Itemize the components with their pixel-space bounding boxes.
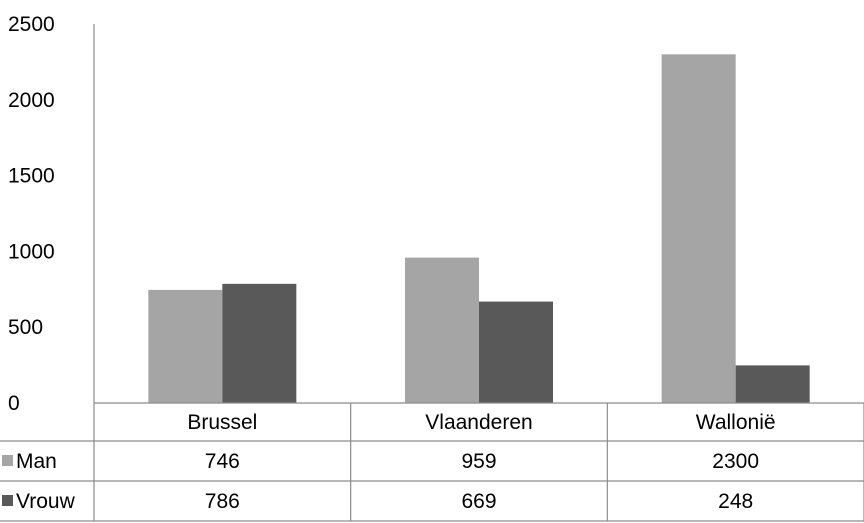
y-tick-label: 1500 — [8, 165, 55, 188]
data-label: 786 — [205, 490, 240, 513]
data-table: Brussel Vlaanderen Wallonië Man 746 959 2300 Vr… — [0, 402, 864, 522]
y-tick-label: 2500 — [8, 13, 55, 36]
category-label: Brussel — [187, 411, 257, 434]
data-label: 959 — [461, 450, 496, 473]
bar-man-1 — [405, 257, 479, 403]
data-label: 669 — [461, 490, 496, 513]
data-label: 2300 — [712, 450, 759, 473]
data-label: 746 — [205, 450, 240, 473]
legend-label: Man — [16, 450, 57, 473]
bar-man-2 — [661, 54, 736, 403]
legend-label: Vrouw — [16, 490, 76, 513]
y-tick-label: 0 — [8, 392, 20, 415]
y-tick-label: 1000 — [8, 240, 55, 263]
category-label: Vlaanderen — [425, 411, 532, 434]
category-label: Wallonië — [696, 411, 776, 434]
bars — [148, 54, 810, 403]
bar-vrouw-1 — [479, 301, 553, 403]
y-tick-label: 2000 — [8, 89, 55, 112]
data-label: 248 — [718, 490, 753, 513]
y-axis: 0 500 1000 1500 2000 2500 — [8, 13, 95, 415]
legend-swatch-vrouw — [2, 495, 13, 506]
bar-man-0 — [148, 289, 223, 403]
legend-swatch-man — [2, 455, 13, 466]
bar-vrouw-2 — [735, 365, 810, 403]
y-tick-label: 500 — [8, 316, 43, 339]
bar-vrouw-0 — [222, 283, 297, 403]
